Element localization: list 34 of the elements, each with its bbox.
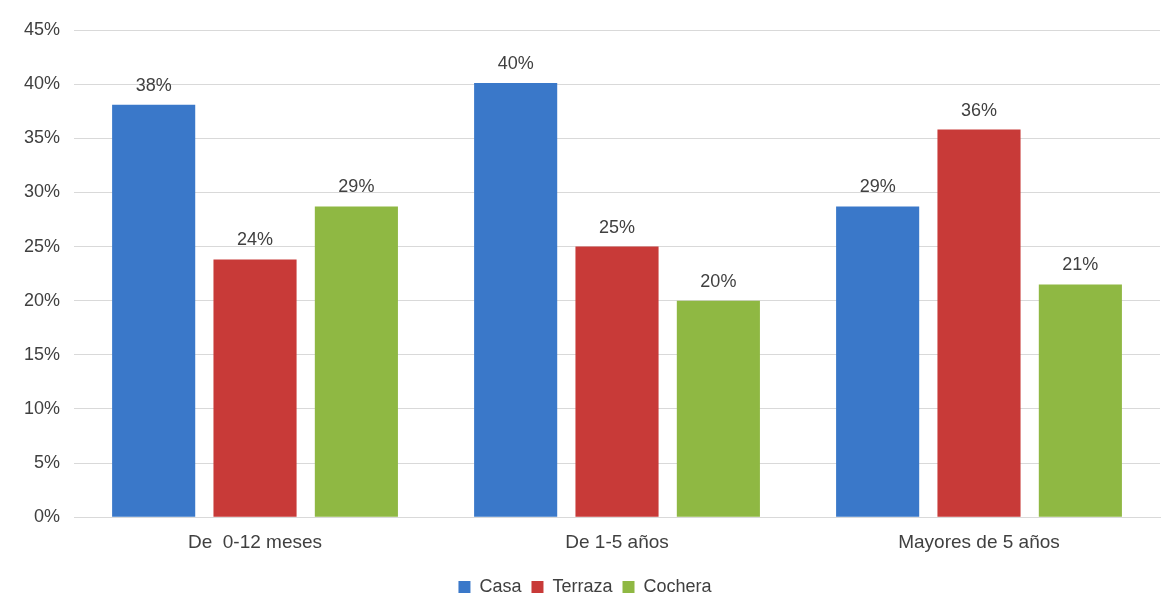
bar xyxy=(213,259,297,517)
bar xyxy=(836,206,920,517)
data-label: 24% xyxy=(237,229,274,250)
x-tick-label: De 1-5 años xyxy=(565,530,669,552)
data-label: 38% xyxy=(135,74,172,95)
bar xyxy=(112,104,196,517)
y-tick-label: 20% xyxy=(24,289,61,310)
bar xyxy=(937,129,1021,517)
data-label: 36% xyxy=(960,99,998,120)
bar xyxy=(1038,284,1122,517)
data-label: 20% xyxy=(700,270,737,291)
y-tick-label: 35% xyxy=(24,127,61,148)
bar xyxy=(575,246,659,517)
y-tick-label: 45% xyxy=(24,18,61,39)
data-label: 25% xyxy=(599,216,636,237)
y-tick-label: 25% xyxy=(24,235,61,256)
bar xyxy=(474,83,558,517)
y-tick-label: 30% xyxy=(24,181,61,202)
y-tick-label: 40% xyxy=(24,73,61,94)
legend-label: Terraza xyxy=(552,575,614,596)
data-label: 21% xyxy=(1062,254,1099,275)
data-label: 40% xyxy=(497,53,534,74)
y-tick-label: 15% xyxy=(24,343,61,364)
bar xyxy=(676,300,760,517)
bar xyxy=(314,206,398,517)
data-label: 29% xyxy=(859,176,896,197)
legend-label: Casa xyxy=(479,575,523,596)
data-label: 29% xyxy=(338,176,375,197)
x-tick-label: De 0-12 meses xyxy=(187,530,323,552)
legend-label: Cochera xyxy=(643,575,713,596)
y-tick-label: 5% xyxy=(34,452,61,473)
y-tick-label: 10% xyxy=(24,397,61,418)
x-tick-label: Mayores de 5 años xyxy=(898,530,1060,552)
y-tick-label: 0% xyxy=(34,506,61,527)
